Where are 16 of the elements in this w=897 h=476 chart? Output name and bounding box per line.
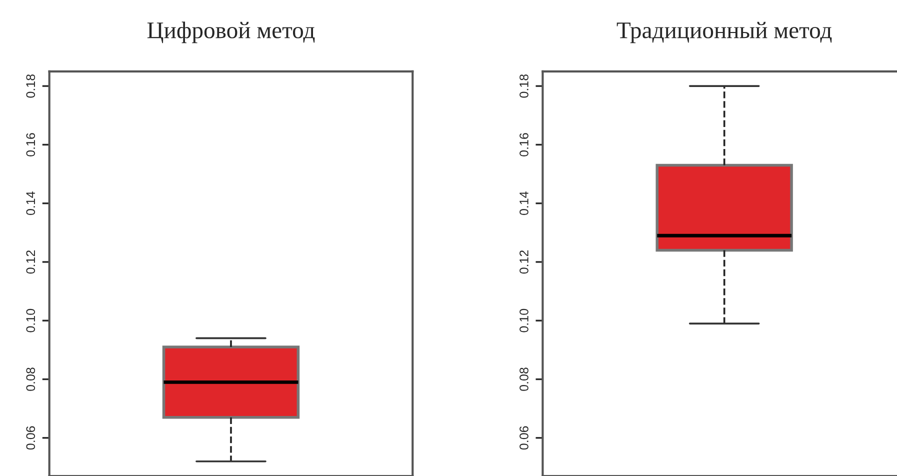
- y-tick-label: 0.18: [520, 74, 528, 98]
- chart-title: Цифровой метод: [147, 22, 315, 44]
- y-tick-label: 0.18: [26, 74, 36, 98]
- y-tick-label: 0.10: [26, 308, 36, 332]
- y-tick-label: 0.16: [520, 133, 528, 156]
- chart-title: Традиционный метод: [616, 22, 832, 44]
- y-tick-label: 0.12: [520, 250, 528, 274]
- y-tick-label: 0.12: [26, 250, 36, 274]
- y-tick-label: 0.16: [26, 133, 36, 156]
- y-tick-label: 0.14: [520, 192, 528, 216]
- y-tick-label: 0.06: [520, 426, 528, 450]
- y-tick-label: 0.14: [26, 192, 36, 216]
- y-tick-label: 0.10: [520, 308, 528, 332]
- y-tick-label: 0.08: [26, 368, 36, 391]
- y-tick-label: 0.06: [26, 426, 36, 450]
- y-tick-label: 0.08: [520, 368, 528, 391]
